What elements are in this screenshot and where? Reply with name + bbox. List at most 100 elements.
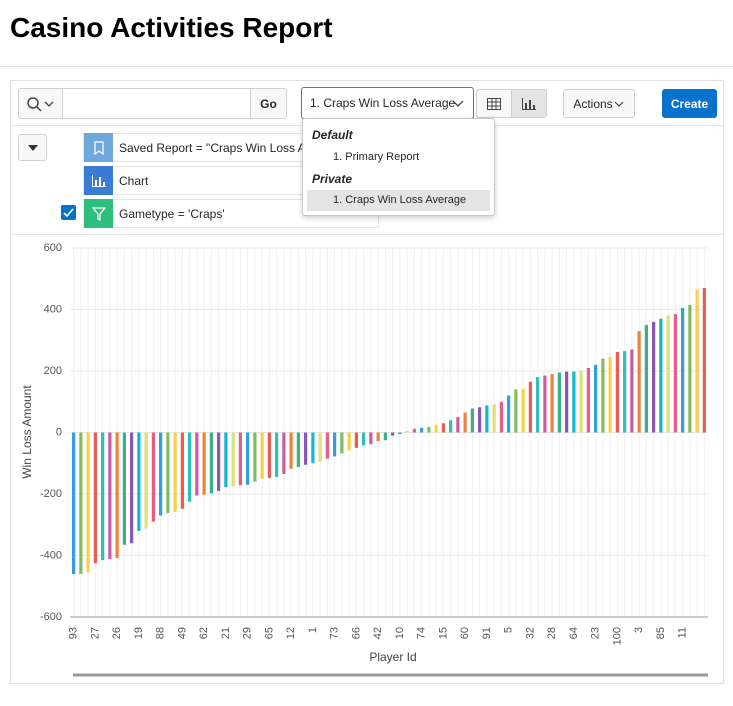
bar	[79, 432, 83, 574]
x-tick-label: 60	[459, 627, 471, 639]
x-tick-label: 19	[133, 627, 145, 639]
x-tick-label: 23	[590, 627, 602, 639]
x-tick-label: 91	[481, 627, 493, 639]
y-tick-label: -200	[40, 488, 62, 500]
bar	[188, 432, 192, 502]
create-button[interactable]: Create	[662, 89, 717, 118]
chart-icon	[522, 97, 536, 110]
x-tick-label: 62	[198, 627, 210, 639]
search-column-button[interactable]	[18, 88, 63, 119]
divider	[10, 234, 724, 235]
bar	[267, 432, 271, 479]
bar	[311, 432, 315, 464]
x-tick-label: 28	[546, 627, 558, 639]
bar	[122, 432, 126, 545]
bar	[456, 417, 460, 433]
bar	[101, 432, 105, 561]
chart-filter-icon	[84, 166, 113, 195]
search-icon	[26, 96, 53, 112]
x-tick-label: 65	[263, 627, 275, 639]
bar	[681, 307, 685, 433]
bar	[253, 432, 257, 482]
bar	[115, 432, 119, 558]
go-button[interactable]: Go	[250, 88, 287, 119]
filter-text: Chart	[119, 173, 149, 188]
bar	[420, 427, 424, 433]
bar	[463, 412, 467, 433]
menu-item[interactable]: 1. Primary Report	[333, 151, 420, 163]
filter-icon	[84, 199, 113, 228]
bar	[195, 432, 199, 496]
page-title: Casino Activities Report	[10, 12, 333, 43]
bar	[644, 324, 648, 433]
bar	[391, 432, 395, 436]
bar	[666, 315, 670, 433]
filter-checkbox[interactable]	[61, 205, 76, 220]
bar	[528, 381, 532, 433]
bar	[369, 432, 373, 445]
bar	[601, 358, 605, 433]
bar	[623, 351, 627, 433]
actions-text: Actions	[573, 96, 613, 111]
bar	[383, 432, 387, 441]
bar	[231, 432, 235, 487]
y-tick-label: 400	[44, 303, 62, 315]
bar	[151, 432, 155, 522]
bar	[630, 349, 634, 433]
bar	[376, 432, 380, 442]
bar	[325, 432, 329, 459]
bar	[398, 432, 402, 435]
x-tick-label: 74	[416, 627, 428, 639]
grid-view-button[interactable]	[476, 89, 512, 118]
divider	[0, 66, 733, 67]
chart-view-button[interactable]	[511, 89, 547, 118]
bar	[507, 395, 511, 433]
filter-row: Gametype = 'Craps'	[83, 199, 379, 228]
bar	[238, 432, 242, 486]
bar	[144, 432, 148, 529]
chart: Win Loss Amount Player Id -600 -400 -200 0 2…	[20, 242, 708, 677]
bar	[275, 432, 279, 478]
bar	[615, 351, 619, 433]
x-tick-label: 93	[68, 627, 80, 639]
menu-item[interactable]: 1. Craps Win Loss Average	[307, 190, 490, 211]
bar	[521, 388, 525, 433]
bar	[318, 432, 322, 462]
group-label: Private	[312, 172, 353, 186]
report-select[interactable]: 1. Craps Win Loss Average	[301, 87, 474, 119]
actions-button[interactable]: Actions	[563, 89, 635, 118]
bar	[405, 430, 409, 433]
bar	[217, 432, 221, 491]
bar	[246, 432, 250, 485]
group-label: Default	[312, 128, 353, 142]
bar	[586, 367, 590, 433]
bar	[347, 432, 351, 451]
bar	[180, 432, 184, 509]
y-axis-title: Win Loss Amount	[20, 385, 34, 479]
y-tick-label: -600	[40, 611, 62, 623]
bar	[492, 404, 496, 433]
bar	[159, 432, 163, 516]
y-tick-label: 200	[44, 365, 62, 377]
bar	[427, 426, 431, 433]
x-tick-label: 1	[307, 627, 319, 633]
bar	[296, 432, 300, 467]
bar	[108, 432, 112, 560]
x-tick-label: 85	[655, 627, 667, 639]
search-input[interactable]	[62, 88, 251, 119]
bar	[304, 432, 308, 465]
bar	[340, 432, 344, 454]
report-region	[10, 80, 724, 684]
x-tick-label: 21	[220, 627, 232, 639]
bar	[412, 428, 416, 433]
bar	[594, 364, 598, 433]
grid-icon	[487, 97, 501, 110]
bar	[688, 304, 692, 433]
collapse-button[interactable]	[18, 134, 47, 161]
bar	[202, 432, 206, 495]
x-tick-label: 26	[111, 627, 123, 639]
bar	[485, 405, 489, 433]
y-tick-label: 600	[44, 242, 62, 254]
bar	[282, 432, 286, 475]
